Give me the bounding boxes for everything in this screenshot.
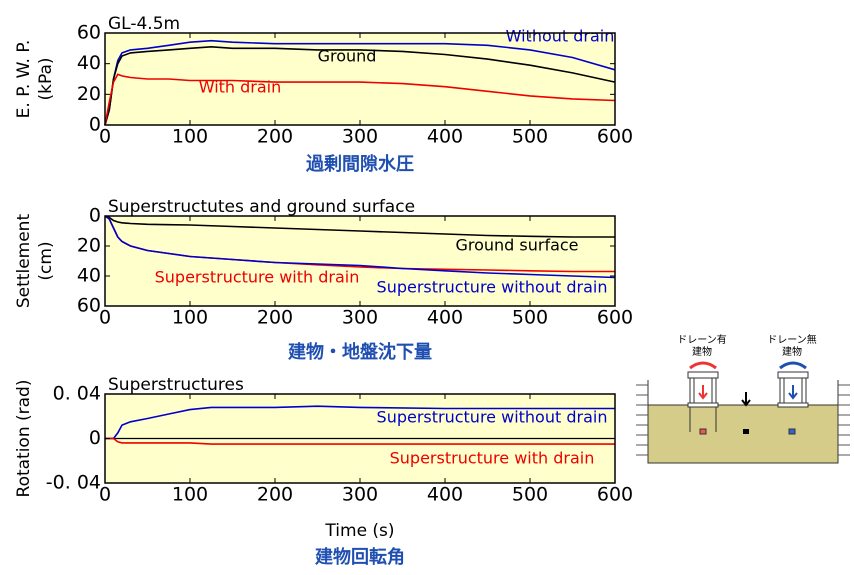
y-axis-label: E. P. W. P.: [14, 40, 34, 119]
data-line: [104, 45, 616, 126]
x-tick-label: 600: [597, 484, 633, 506]
series-label: Superstructure with drain: [390, 449, 595, 468]
y-tick-label: 60: [77, 295, 101, 317]
x-tick-label: 200: [257, 307, 293, 329]
x-tick-label: 0: [99, 307, 111, 329]
y-tick-label: 0: [89, 427, 101, 449]
x-tick-label: 100: [172, 307, 208, 329]
data-line: [105, 405, 615, 440]
y-tick-label: -0. 04: [46, 472, 101, 494]
x-tick-label: 100: [172, 484, 208, 506]
building-base: [777, 402, 809, 408]
data-line: [104, 39, 616, 126]
series-label: Ground: [318, 47, 377, 66]
diagram-label: ドレーン無: [767, 333, 817, 346]
y-axis-label: (kPa): [36, 57, 56, 100]
rotation-arrow: [689, 361, 717, 370]
y-tick-label: 0. 04: [53, 383, 101, 405]
x-axis-label: Time (s): [324, 521, 394, 541]
sensor: [788, 428, 796, 435]
chart-title: Superstructures: [108, 375, 244, 395]
x-tick-label: 200: [257, 484, 293, 506]
building-roof: [687, 371, 719, 379]
chart-title: Superstructutes and ground surface: [108, 197, 415, 217]
x-tick-label: 100: [172, 126, 208, 148]
building-roof: [777, 371, 809, 379]
x-tick-label: 600: [597, 126, 633, 148]
diagram-label: ドレーン有: [677, 333, 727, 346]
x-tick-label: 500: [512, 307, 548, 329]
diagram-label: 建物: [782, 345, 802, 358]
y-tick-label: 20: [77, 235, 101, 257]
building-column: [689, 377, 695, 406]
building-column: [711, 377, 717, 406]
building-column: [779, 377, 785, 406]
series-label: Superstructure without drain: [377, 278, 608, 297]
x-tick-label: 400: [427, 126, 463, 148]
y-tick-label: 0: [89, 114, 101, 136]
y-axis-label: (cm): [36, 241, 56, 280]
sensor: [699, 428, 707, 435]
chart-title: GL-4.5m: [108, 14, 180, 34]
y-tick-label: 60: [77, 22, 101, 44]
arrow: [741, 392, 751, 407]
chart-subtitle: 建物・地盤沈下量: [288, 341, 432, 363]
series-label: Superstructure without drain: [377, 408, 608, 427]
series-label: Ground surface: [455, 236, 578, 255]
data-line: [104, 73, 616, 126]
arrow: [698, 385, 708, 400]
diagram-label: 建物: [692, 345, 712, 358]
x-tick-label: 300: [342, 307, 378, 329]
x-tick-label: 200: [257, 126, 293, 148]
y-tick-label: 40: [77, 52, 101, 74]
x-tick-label: 500: [512, 126, 548, 148]
x-tick-label: 0: [99, 126, 111, 148]
y-axis-label: Rotation (rad): [14, 380, 34, 498]
data-line: [104, 215, 616, 279]
arrow: [788, 385, 798, 400]
x-tick-label: 400: [427, 484, 463, 506]
data-line: [104, 215, 615, 238]
y-tick-label: 0: [89, 205, 101, 227]
building-column: [801, 377, 807, 406]
sensor: [743, 429, 749, 434]
x-tick-label: 600: [597, 307, 633, 329]
data-line: [105, 437, 615, 445]
x-tick-label: 300: [342, 484, 378, 506]
rotation-arrow: [779, 361, 807, 370]
y-tick-label: 40: [77, 265, 101, 287]
x-tick-label: 500: [512, 484, 548, 506]
building-base: [687, 402, 719, 408]
x-tick-label: 300: [342, 126, 378, 148]
ticks: [636, 384, 850, 456]
diagram: ドレーン有 建物 ドレーン無 建物: [636, 333, 850, 464]
y-tick-label: 20: [77, 83, 101, 105]
series-label: With drain: [199, 78, 282, 97]
y-axis-label: Settlement: [14, 214, 34, 309]
series-label: Superstructure with drain: [155, 268, 360, 287]
chart-subtitle: 建物回転角: [315, 546, 405, 568]
chart-subtitle: 過剰間隙水圧: [306, 153, 414, 175]
x-tick-label: 0: [99, 484, 111, 506]
x-tick-label: 400: [427, 307, 463, 329]
series-label: Without drain: [506, 27, 615, 46]
